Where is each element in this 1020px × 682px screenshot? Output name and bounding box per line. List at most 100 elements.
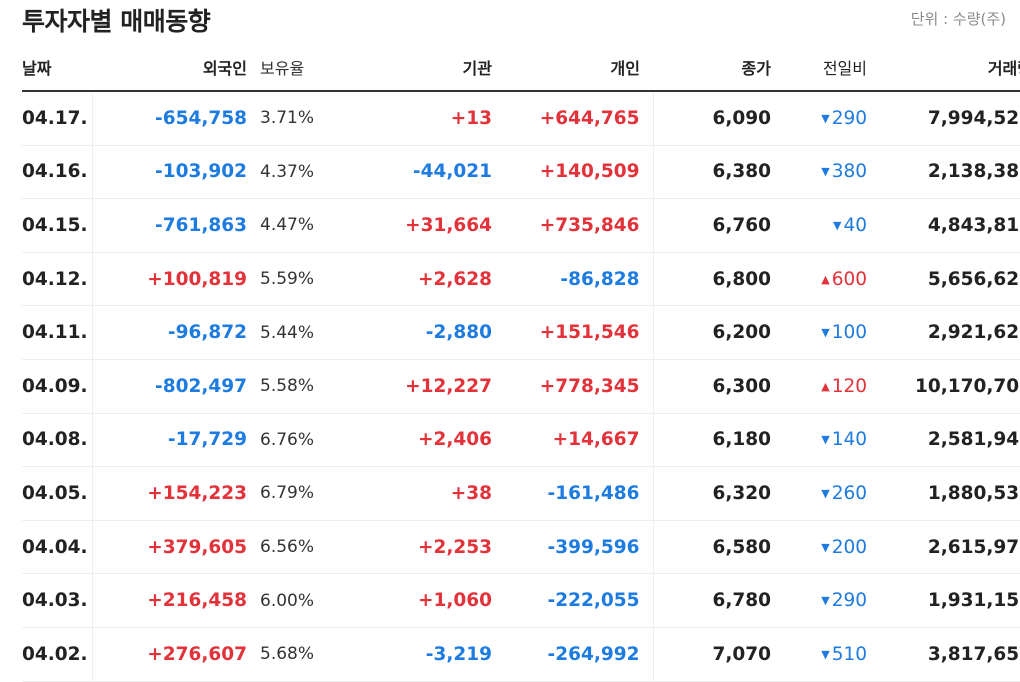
cell-change: ▲ 600 — [771, 252, 867, 307]
cell-volume: 2,921,627 — [867, 305, 1020, 360]
cell-ratio: 5.44% — [247, 305, 370, 360]
cell-change: ▲ 120 — [771, 359, 867, 414]
cell-change: ▼ 260 — [771, 466, 867, 521]
cell-institution: -2,880 — [370, 305, 492, 360]
table-row: 04.17. -654,758 3.71% +13 +644,765 6,090 ▼ 290 7… — [22, 91, 1020, 146]
cell-close: 6,800 — [653, 252, 771, 307]
cell-individual: +778,345 — [492, 359, 654, 414]
cell-close: 6,760 — [653, 198, 771, 253]
cell-close: 6,180 — [653, 413, 771, 468]
col-close: 종가 — [653, 44, 771, 92]
cell-institution: +38 — [370, 466, 492, 521]
cell-volume: 7,994,528 — [867, 91, 1020, 146]
cell-foreign: +100,819 — [92, 252, 247, 307]
header-row: 날짜 외국인 보유율 기관 개인 종가 전일비 거래량 — [22, 44, 1020, 92]
table-row: 04.03. +216,458 6.00% +1,060 -222,055 6,780 ▼ 2… — [22, 573, 1020, 628]
cell-ratio: 5.68% — [247, 627, 370, 682]
cell-change: ▼ 140 — [771, 413, 867, 468]
cell-foreign: +276,607 — [92, 627, 247, 682]
down-arrow-icon: ▼ — [821, 486, 830, 500]
cell-change: ▼ 200 — [771, 520, 867, 575]
cell-institution: -44,021 — [370, 145, 492, 200]
cell-foreign: -761,863 — [92, 198, 247, 253]
change-value: 290 — [831, 107, 867, 129]
cell-ratio: 6.56% — [247, 520, 370, 575]
cell-individual: +140,509 — [492, 145, 654, 200]
cell-institution: +2,406 — [370, 413, 492, 468]
table-row: 04.11. -96,872 5.44% -2,880 +151,546 6,200 ▼ 10… — [22, 305, 1020, 360]
down-arrow-icon: ▼ — [821, 647, 830, 661]
cell-institution: +31,664 — [370, 198, 492, 253]
cell-individual: +151,546 — [492, 305, 654, 360]
col-date: 날짜 — [22, 44, 92, 92]
cell-date: 04.05. — [22, 466, 93, 521]
cell-ratio: 6.00% — [247, 573, 370, 628]
table-row: 04.08. -17,729 6.76% +2,406 +14,667 6,180 ▼ 140… — [22, 413, 1020, 468]
cell-volume: 2,615,972 — [867, 520, 1020, 575]
cell-institution: +13 — [370, 91, 492, 146]
cell-close: 6,380 — [653, 145, 771, 200]
cell-institution: +2,628 — [370, 252, 492, 307]
table-row: 04.02. +276,607 5.68% -3,219 -264,992 7,070 ▼ 5… — [22, 627, 1020, 682]
cell-close: 6,580 — [653, 520, 771, 575]
cell-date: 04.17. — [22, 91, 93, 146]
down-arrow-icon: ▼ — [821, 594, 830, 608]
cell-date: 04.16. — [22, 145, 93, 200]
down-arrow-icon: ▼ — [821, 111, 830, 125]
change-value: 380 — [831, 161, 867, 183]
cell-ratio: 5.59% — [247, 252, 370, 307]
up-arrow-icon: ▲ — [821, 272, 830, 286]
cell-foreign: -96,872 — [92, 305, 247, 360]
cell-date: 04.11. — [22, 305, 93, 360]
cell-change: ▼ 100 — [771, 305, 867, 360]
cell-individual: +735,846 — [492, 198, 654, 253]
table-body: 04.17. -654,758 3.71% +13 +644,765 6,090 ▼ 290 7… — [22, 91, 1020, 682]
cell-date: 04.04. — [22, 520, 93, 575]
cell-change: ▼ 510 — [771, 627, 867, 682]
cell-date: 04.03. — [22, 573, 93, 628]
down-arrow-icon: ▼ — [821, 326, 830, 340]
cell-institution: +12,227 — [370, 359, 492, 414]
change-value: 260 — [831, 482, 867, 504]
cell-volume: 3,817,650 — [867, 627, 1020, 682]
cell-change: ▼ 40 — [771, 198, 867, 253]
cell-date: 04.02. — [22, 627, 93, 682]
change-value: 600 — [831, 268, 867, 290]
cell-date: 04.09. — [22, 359, 93, 414]
cell-ratio: 4.47% — [247, 198, 370, 253]
down-arrow-icon: ▼ — [821, 433, 830, 447]
cell-individual: -222,055 — [492, 573, 654, 628]
cell-individual: +14,667 — [492, 413, 654, 468]
cell-individual: -86,828 — [492, 252, 654, 307]
cell-volume: 4,843,818 — [867, 198, 1020, 253]
table-row: 04.09. -802,497 5.58% +12,227 +778,345 6,300 ▲… — [22, 359, 1020, 414]
col-institution: 기관 — [370, 44, 492, 92]
cell-volume: 1,931,158 — [867, 573, 1020, 628]
cell-volume: 2,581,947 — [867, 413, 1020, 468]
cell-change: ▼ 290 — [771, 91, 867, 146]
table-row: 04.15. -761,863 4.47% +31,664 +735,846 6,760 ▼… — [22, 198, 1020, 253]
cell-ratio: 6.76% — [247, 413, 370, 468]
up-arrow-icon: ▲ — [821, 379, 830, 393]
cell-date: 04.08. — [22, 413, 93, 468]
section-header: 투자자별 매매동향 단위 : 수량(주) — [22, 0, 1006, 40]
page-title: 투자자별 매매동향 — [22, 7, 211, 36]
col-foreign: 외국인 — [92, 44, 247, 92]
table-header: 날짜 외국인 보유율 기관 개인 종가 전일비 거래량 — [22, 44, 1020, 92]
col-change: 전일비 — [771, 44, 867, 92]
cell-foreign: +379,605 — [92, 520, 247, 575]
cell-foreign: +216,458 — [92, 573, 247, 628]
unit-label: 단위 : 수량(주) — [910, 10, 1006, 28]
cell-change: ▼ 290 — [771, 573, 867, 628]
table-row: 04.16. -103,902 4.37% -44,021 +140,509 6,380 ▼… — [22, 145, 1020, 200]
table-row: 04.04. +379,605 6.56% +2,253 -399,596 6,580 ▼ 2… — [22, 520, 1020, 575]
col-ratio: 보유율 — [247, 44, 370, 92]
cell-volume: 1,880,539 — [867, 466, 1020, 521]
cell-individual: -161,486 — [492, 466, 654, 521]
change-value: 200 — [831, 536, 867, 558]
cell-foreign: -802,497 — [92, 359, 247, 414]
cell-close: 6,090 — [653, 91, 771, 146]
change-value: 510 — [831, 643, 867, 665]
change-value: 100 — [831, 322, 867, 344]
change-value: 290 — [831, 590, 867, 612]
